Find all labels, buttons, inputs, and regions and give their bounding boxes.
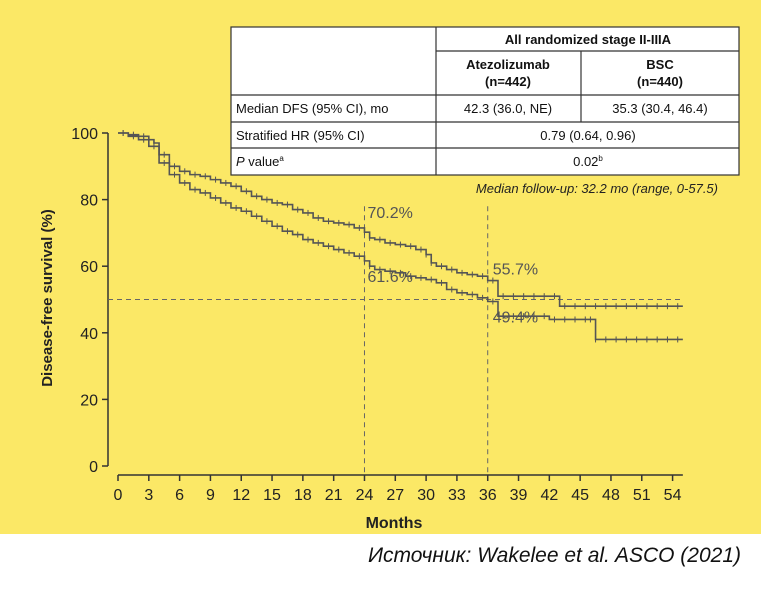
p-label-italic: P: [236, 154, 245, 169]
x-tick-label: 48: [602, 487, 620, 504]
y-tick-label: 100: [71, 126, 98, 143]
bsc-curve: [118, 132, 683, 341]
x-tick-label: 51: [633, 487, 651, 504]
y-tick-label: 0: [89, 459, 98, 476]
chart-panel: 0 20 40 60 80 100 0 3 6 9 12 15 18 21 24 27 30 33 36 39 42 45…: [0, 0, 761, 534]
table-arm-name: BSC: [646, 57, 674, 72]
x-tick-label: 45: [571, 487, 589, 504]
results-table: All randomized stage II-IIIA Atezolizuma…: [230, 26, 740, 176]
reference-lines: [108, 206, 683, 475]
x-tick-label: 18: [294, 487, 312, 504]
survival-annotation: 49.4%: [493, 309, 538, 326]
source-caption: Источник: Wakelee et al. ASCO (2021): [368, 544, 741, 567]
x-tick-label: 3: [144, 487, 153, 504]
table-group-header: All randomized stage II-IIIA: [505, 32, 672, 47]
x-tick-label: 9: [206, 487, 215, 504]
table-arm-n: (n=442): [485, 74, 531, 89]
p-value: 0.02: [573, 154, 598, 169]
table-arm-n: (n=440): [637, 74, 683, 89]
x-tick-label: 6: [175, 487, 184, 504]
y-axis-label: Disease-free survival (%): [39, 209, 56, 387]
followup-note: Median follow-up: 32.2 mo (range, 0-57.5…: [476, 181, 718, 196]
table-row-label: Stratified HR (95% CI): [236, 128, 365, 143]
x-tick-label: 27: [386, 487, 404, 504]
x-tick-label: 0: [114, 487, 123, 504]
table-cell: 0.02b: [573, 154, 603, 169]
x-axis-label: Months: [366, 515, 423, 532]
y-tick-label: 20: [80, 392, 98, 409]
table-row-label: Median DFS (95% CI), mo: [236, 101, 388, 116]
p-label-rest: value: [245, 154, 280, 169]
x-tick-label: 36: [479, 487, 497, 504]
survival-curves: [118, 130, 683, 343]
x-tick-label: 12: [232, 487, 250, 504]
x-tick-label: 54: [664, 487, 682, 504]
x-tick-label: 33: [448, 487, 466, 504]
x-tick-label: 39: [510, 487, 528, 504]
survival-annotation: 61.6%: [367, 269, 412, 286]
x-tick-label: 15: [263, 487, 281, 504]
survival-annotation: 70.2%: [367, 205, 412, 222]
p-value-sup: b: [598, 154, 603, 163]
x-tick-label: 21: [325, 487, 343, 504]
table-arm-name: Atezolizumab: [466, 57, 550, 72]
table-cell: 0.79 (0.64, 0.96): [540, 128, 635, 143]
survival-annotation: 55.7%: [493, 262, 538, 279]
annotations: 70.2% 55.7% 61.6% 49.4%: [367, 205, 538, 326]
table-cell: 42.3 (36.0, NE): [464, 101, 552, 116]
x-tick-label: 42: [540, 487, 558, 504]
table-row-label: P valuea: [236, 154, 284, 169]
table-cell: 35.3 (30.4, 46.4): [612, 101, 707, 116]
y-tick-label: 80: [80, 193, 98, 210]
x-tick-label: 30: [417, 487, 435, 504]
x-tick-label: 24: [356, 487, 374, 504]
y-tick-label: 40: [80, 326, 98, 343]
p-label-sup: a: [279, 154, 284, 163]
y-tick-label: 60: [80, 259, 98, 276]
